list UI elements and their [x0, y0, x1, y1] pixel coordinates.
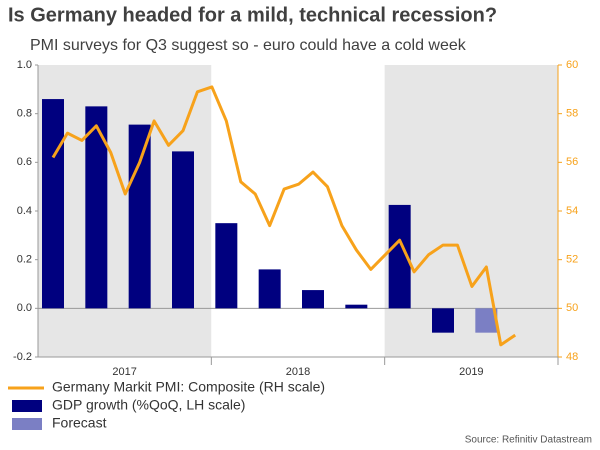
bar: [475, 308, 498, 333]
y-tick-label: 0.0: [17, 302, 32, 314]
y2-tick-label: 50: [566, 302, 578, 314]
legend-label: GDP growth (%QoQ, LH scale): [52, 397, 245, 413]
bar: [215, 223, 238, 309]
chart-subtitle: PMI surveys for Q3 suggest so - euro cou…: [30, 37, 467, 54]
y-tick-label: 1.0: [17, 59, 32, 71]
legend-label: Germany Markit PMI: Composite (RH scale): [52, 379, 325, 395]
y2-tick-label: 56: [566, 156, 578, 168]
bar: [345, 304, 368, 309]
x-tick-label: 2017: [112, 366, 136, 378]
chart-title: Is Germany headed for a mild, technical …: [8, 4, 497, 26]
bar: [258, 269, 281, 309]
legend-label: Forecast: [52, 415, 107, 431]
y2-tick-label: 58: [566, 108, 578, 120]
x-tick-label: 2019: [459, 366, 483, 378]
bar: [432, 308, 454, 333]
bar: [85, 106, 108, 309]
y2-tick-label: 60: [566, 59, 578, 71]
line: [51, 85, 517, 347]
bar: [388, 204, 411, 309]
source: Source: Refinitiv Datastream: [465, 435, 592, 446]
y2-tick-label: 52: [566, 254, 578, 266]
bar: [302, 290, 324, 309]
x-tick-label: 2018: [286, 366, 310, 378]
y-tick-label: 0.6: [17, 156, 32, 168]
legend-swatch: [12, 400, 42, 412]
y-tick-label: 0.2: [17, 254, 32, 266]
y2-tick-label: 54: [566, 205, 578, 217]
y-tick-label: -0.2: [13, 351, 32, 363]
year-band: [211, 65, 385, 357]
y-tick-label: 0.8: [17, 108, 32, 120]
y-tick-label: 0.4: [17, 205, 32, 217]
bar: [42, 99, 64, 309]
legend-swatch: [12, 418, 42, 430]
bar: [128, 124, 151, 309]
bar: [172, 151, 194, 309]
y2-tick-label: 48: [566, 351, 578, 363]
